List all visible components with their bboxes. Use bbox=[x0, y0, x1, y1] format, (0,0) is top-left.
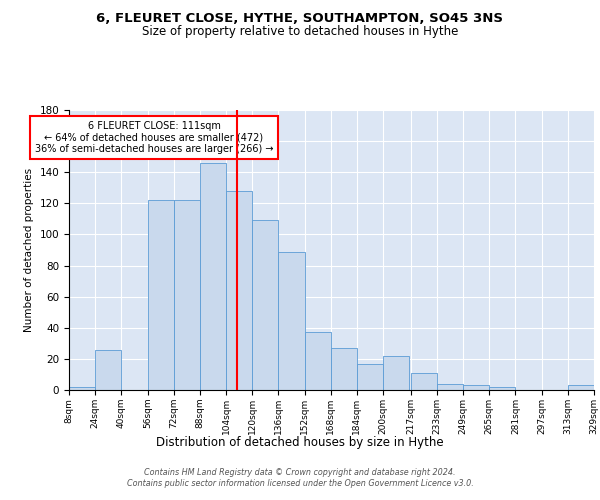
Text: Size of property relative to detached houses in Hythe: Size of property relative to detached ho… bbox=[142, 25, 458, 38]
Bar bbox=[226, 191, 252, 390]
Bar bbox=[305, 332, 331, 390]
Bar bbox=[69, 387, 95, 390]
Text: 6 FLEURET CLOSE: 111sqm
← 64% of detached houses are smaller (472)
36% of semi-d: 6 FLEURET CLOSE: 111sqm ← 64% of detache… bbox=[35, 121, 273, 154]
Bar bbox=[411, 373, 437, 390]
Bar bbox=[437, 384, 463, 390]
Bar bbox=[357, 364, 383, 390]
Text: 6, FLEURET CLOSE, HYTHE, SOUTHAMPTON, SO45 3NS: 6, FLEURET CLOSE, HYTHE, SOUTHAMPTON, SO… bbox=[97, 12, 503, 26]
Bar bbox=[200, 163, 226, 390]
Bar bbox=[95, 350, 121, 390]
Bar bbox=[383, 356, 409, 390]
Bar bbox=[463, 386, 490, 390]
Bar bbox=[490, 387, 515, 390]
Y-axis label: Number of detached properties: Number of detached properties bbox=[24, 168, 34, 332]
Bar bbox=[252, 220, 278, 390]
Bar bbox=[331, 348, 357, 390]
Text: Distribution of detached houses by size in Hythe: Distribution of detached houses by size … bbox=[156, 436, 444, 449]
Bar bbox=[148, 200, 173, 390]
Bar bbox=[278, 252, 305, 390]
Text: Contains HM Land Registry data © Crown copyright and database right 2024.
Contai: Contains HM Land Registry data © Crown c… bbox=[127, 468, 473, 487]
Bar bbox=[173, 200, 200, 390]
Bar bbox=[568, 386, 594, 390]
